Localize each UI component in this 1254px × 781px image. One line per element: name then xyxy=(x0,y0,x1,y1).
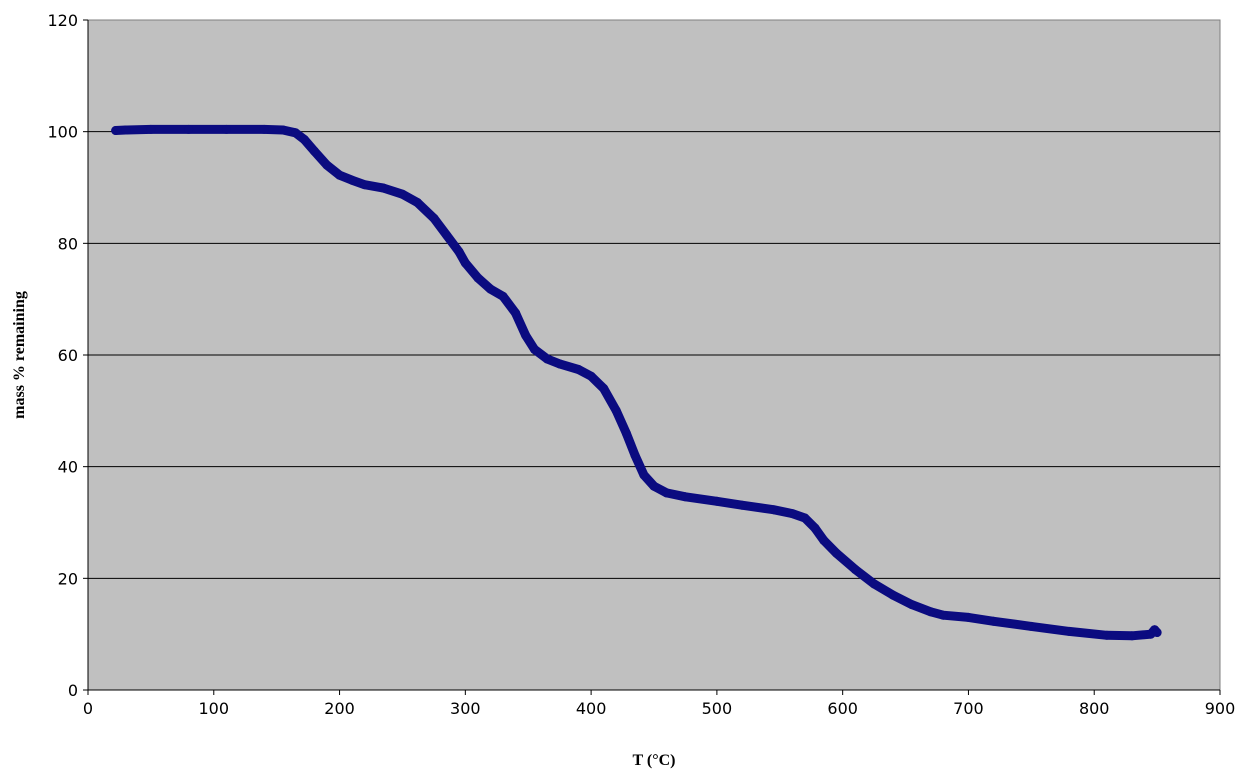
x-tick-label: 900 xyxy=(1205,699,1236,718)
data-point xyxy=(586,371,596,381)
data-point xyxy=(542,354,552,364)
x-tick-label: 500 xyxy=(702,699,733,718)
data-point xyxy=(146,124,156,134)
data-point xyxy=(511,308,521,318)
data-point xyxy=(460,258,470,268)
data-point xyxy=(221,124,231,134)
data-point xyxy=(938,610,948,620)
data-point xyxy=(429,213,439,223)
data-point xyxy=(1026,621,1036,631)
data-point xyxy=(926,607,936,617)
data-point xyxy=(963,612,973,622)
data-point xyxy=(347,175,357,185)
y-tick-label: 100 xyxy=(47,123,78,142)
data-point xyxy=(787,509,797,519)
data-point xyxy=(1064,626,1074,636)
data-point xyxy=(680,492,690,502)
y-tick-label: 0 xyxy=(68,681,78,700)
axes xyxy=(83,19,1221,695)
data-point xyxy=(111,126,121,135)
data-point xyxy=(184,124,194,134)
data-point xyxy=(259,124,269,134)
data-point xyxy=(454,247,464,257)
y-tick-label: 120 xyxy=(47,11,78,30)
data-point xyxy=(121,125,131,135)
x-tick-label: 100 xyxy=(199,699,230,718)
data-point xyxy=(599,384,609,393)
data-point xyxy=(521,331,531,340)
y-tick-label: 60 xyxy=(58,346,78,365)
data-point xyxy=(712,496,722,506)
data-point xyxy=(831,548,841,558)
data-point xyxy=(555,359,565,369)
data-point xyxy=(530,344,539,354)
x-tick-label: 800 xyxy=(1079,699,1110,718)
data-point xyxy=(621,428,631,438)
x-tick-label: 0 xyxy=(83,699,93,718)
data-point xyxy=(800,513,810,523)
data-point xyxy=(888,590,898,600)
data-point xyxy=(630,451,640,460)
y-tick-label: 20 xyxy=(58,569,78,588)
data-point xyxy=(335,170,345,180)
data-point xyxy=(611,406,621,416)
data-point xyxy=(574,365,583,374)
data-point xyxy=(278,125,288,135)
data-point xyxy=(649,481,659,491)
data-point xyxy=(819,535,829,545)
data-point xyxy=(1102,630,1112,640)
x-tick-label: 700 xyxy=(953,699,984,718)
data-point xyxy=(442,230,451,240)
y-axis-title: mass % remaining xyxy=(11,291,28,419)
data-point xyxy=(309,146,319,156)
data-point xyxy=(769,505,778,515)
data-point xyxy=(322,160,332,170)
data-point xyxy=(662,488,672,498)
series-layer xyxy=(111,124,1162,641)
data-point xyxy=(1152,628,1162,637)
x-axis-title: T (°C) xyxy=(633,752,676,769)
data-point xyxy=(1127,631,1137,641)
data-point xyxy=(869,579,879,589)
data-point xyxy=(498,291,508,301)
tick-labels: 0 20 40 60 80 100 120 0 100 200 300 400 500 600 700 800… xyxy=(47,11,1235,718)
y-tick-label: 80 xyxy=(58,234,78,253)
data-point xyxy=(299,135,309,144)
x-tick-label: 400 xyxy=(576,699,607,718)
data-point xyxy=(737,500,747,510)
data-point xyxy=(810,523,820,533)
data-point xyxy=(473,273,483,283)
data-point xyxy=(907,600,917,610)
x-tick-label: 200 xyxy=(324,699,355,718)
data-point xyxy=(413,198,422,208)
data-point xyxy=(360,180,370,190)
data-point xyxy=(850,564,860,574)
data-point xyxy=(291,128,300,138)
data-point xyxy=(989,616,999,626)
data-point xyxy=(486,284,495,294)
y-tick-label: 40 xyxy=(58,458,78,477)
data-point xyxy=(639,470,649,480)
x-tick-label: 600 xyxy=(827,699,858,718)
x-tick-label: 300 xyxy=(450,699,481,718)
data-point xyxy=(397,189,407,199)
data-point xyxy=(379,183,389,193)
